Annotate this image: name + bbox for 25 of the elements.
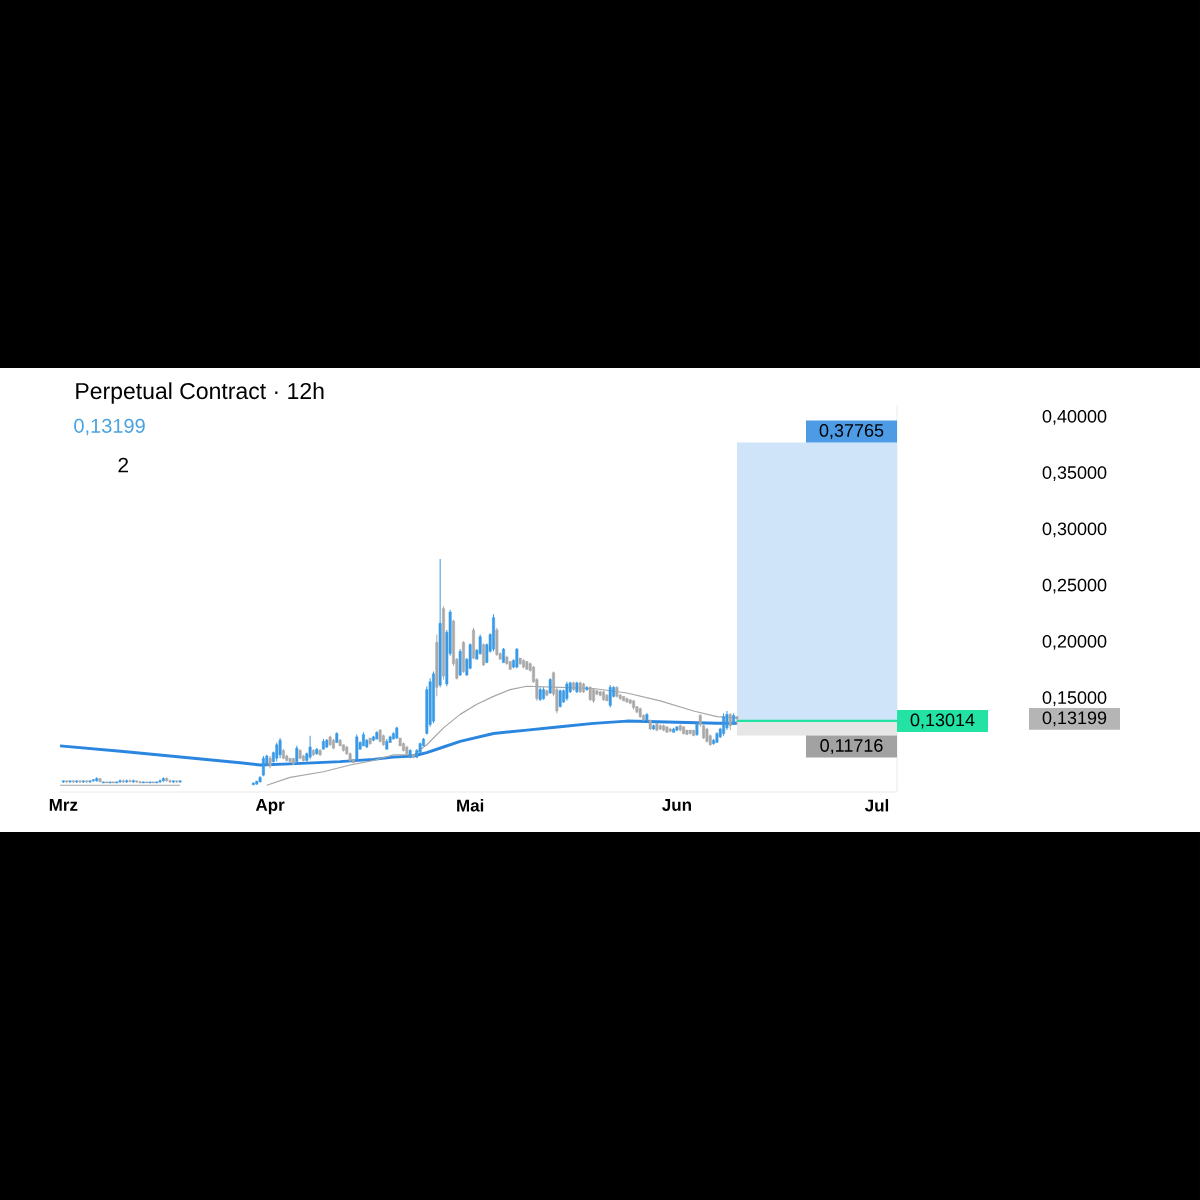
candlestick	[458, 648, 462, 677]
y-tick-label: 0,15000	[1042, 691, 1107, 707]
x-tick-label: Mrz	[49, 799, 78, 811]
y-tick-label: 0,35000	[1042, 466, 1107, 482]
x-tick-label: Apr	[255, 799, 285, 815]
candlestick	[585, 685, 589, 692]
band-label: 0,37765	[819, 424, 884, 439]
candlestick	[478, 633, 482, 656]
y-tick-label: 0,25000	[1042, 578, 1107, 594]
x-tick-label: Jul	[864, 799, 889, 812]
candlestick	[735, 716, 739, 725]
text: 0,13199	[1042, 711, 1107, 727]
x-tick-label: Mai	[457, 799, 484, 812]
chart-title: Perpetual Contract · 12h	[76, 382, 324, 404]
y-tick-label: 0,30000	[1042, 522, 1107, 538]
x-tick-label: Jun	[662, 799, 691, 811]
candlestick	[482, 643, 485, 667]
band-label: 0,11716	[820, 739, 883, 754]
candlestick	[275, 742, 279, 763]
ref-line-label: 0,13014	[910, 713, 975, 729]
annotation: 0,13199	[74, 418, 145, 436]
y-tick-label: 0,20000	[1042, 634, 1107, 650]
candlestick	[722, 712, 726, 737]
y-tick-label: 0,40000	[1042, 409, 1107, 425]
annotation: 2	[118, 457, 128, 473]
